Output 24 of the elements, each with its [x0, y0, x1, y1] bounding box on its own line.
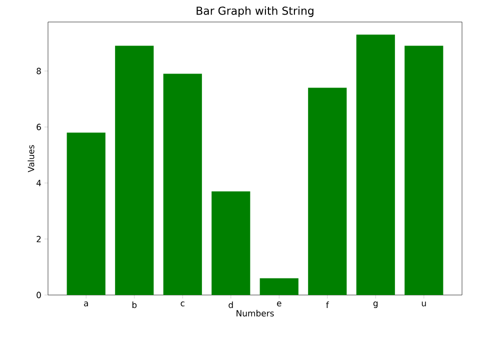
- bar: [163, 74, 202, 295]
- x-tick-label: e: [276, 302, 282, 306]
- x-axis-title: Numbers: [236, 310, 274, 316]
- y-tick-label: 4: [36, 180, 41, 186]
- bar: [115, 46, 154, 295]
- chart-title: Bar Graph with String: [196, 6, 314, 17]
- bar: [356, 34, 395, 295]
- x-tick-label: d: [228, 302, 233, 308]
- bar: [308, 88, 347, 295]
- y-tick-label: 2: [36, 236, 41, 242]
- y-tick-label: 6: [36, 124, 41, 130]
- x-tick-label: u: [422, 302, 426, 306]
- x-tick-label: g: [373, 302, 378, 308]
- x-tick-label: f: [326, 302, 330, 308]
- x-tick-label: b: [132, 302, 137, 308]
- y-tick-label: 8: [36, 68, 41, 74]
- bar: [66, 132, 106, 295]
- bar: [260, 278, 298, 295]
- bar: [212, 191, 250, 295]
- x-tick-label: c: [180, 302, 184, 306]
- y-axis-title: Values: [28, 145, 34, 172]
- y-tick-label: 0: [36, 292, 41, 298]
- x-tick-label: a: [84, 302, 88, 306]
- bar: [404, 46, 444, 295]
